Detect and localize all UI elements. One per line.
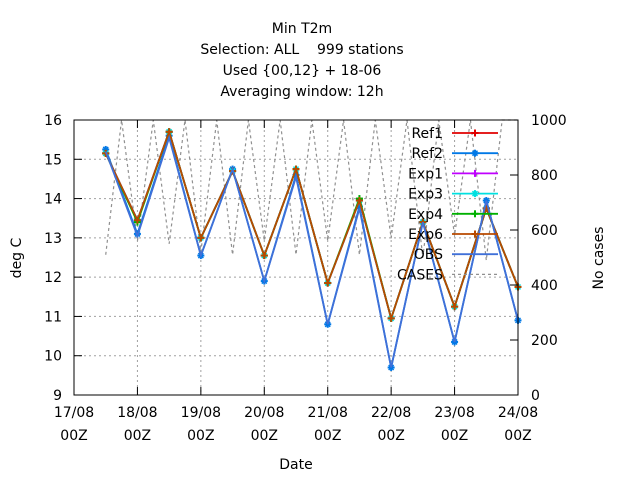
legend-label: CASES — [397, 267, 443, 283]
y-tick-label: 9 — [53, 388, 62, 404]
legend-marker — [471, 150, 479, 157]
x-tick-date-label: 18/08 — [117, 405, 157, 421]
y-tick-label: 16 — [44, 113, 62, 129]
y-tick-label: 14 — [44, 192, 62, 208]
y2-tick-labels: 0 200 400 600 800 1000 — [531, 113, 567, 404]
y-tick-label: 13 — [44, 231, 62, 247]
y2-tick-label: 400 — [531, 278, 558, 294]
legend: Ref1 Ref2 Exp1 Exp3 Exp4 Exp6 OBS CASES — [397, 126, 498, 283]
x-tick-hour-label: 00Z — [187, 428, 214, 444]
legend-label: Exp3 — [408, 187, 443, 203]
x-tick-date-label: 24/08 — [498, 405, 538, 421]
x-tick-date-label: 23/08 — [434, 405, 474, 421]
grid-lines — [74, 120, 518, 395]
y2-tick-label: 600 — [531, 223, 558, 239]
series-obs — [104, 134, 519, 368]
y-axis-label: deg C — [9, 237, 25, 278]
y-tick-label: 12 — [44, 270, 62, 286]
legend-label: Ref1 — [411, 126, 443, 142]
chart-title: Min T2m Selection: ALL 999 stations Used… — [200, 21, 403, 100]
plot-frame — [73, 119, 519, 396]
legend-marker — [471, 190, 479, 197]
x-tick-hour-label: 00Z — [314, 428, 341, 444]
legend-label: Ref2 — [411, 146, 443, 162]
x-tick-date-label: 22/08 — [371, 405, 411, 421]
y2-tick-label: 0 — [531, 388, 540, 404]
title-line-1: Min T2m — [272, 21, 332, 37]
x-tick-hour-label: 00Z — [504, 428, 531, 444]
series-obs-line — [104, 134, 519, 368]
y-tick-label: 10 — [44, 349, 62, 365]
x-tick-labels: 17/08 00Z 18/08 00Z 19/08 00Z 20/08 00Z 21/08 00Z… — [54, 405, 538, 444]
x-tick-date-label: 21/08 — [308, 405, 348, 421]
y-tick-labels: 9 10 11 12 13 14 15 16 — [44, 113, 62, 404]
title-line-2: Selection: ALL 999 stations — [200, 42, 403, 58]
legend-label: OBS — [414, 247, 443, 263]
x-axis-label: Date — [279, 457, 312, 473]
y2-tick-label: 1000 — [531, 113, 567, 129]
legend-label: Exp6 — [408, 227, 443, 243]
axis-ticks — [73, 119, 519, 396]
y2-axis-label: No cases — [591, 227, 607, 290]
x-tick-date-label: 20/08 — [244, 405, 284, 421]
title-line-4: Averaging window: 12h — [220, 84, 383, 100]
legend-label: Exp1 — [408, 166, 443, 182]
series-exp6 — [102, 128, 522, 322]
legend-label: Exp4 — [408, 207, 443, 223]
y-tick-label: 11 — [44, 309, 62, 325]
x-tick-hour-label: 00Z — [377, 428, 404, 444]
x-tick-hour-label: 00Z — [60, 428, 87, 444]
x-tick-date-label: 19/08 — [181, 405, 221, 421]
y2-tick-label: 800 — [531, 168, 558, 184]
series-layer — [102, 128, 522, 371]
x-tick-hour-label: 00Z — [251, 428, 278, 444]
y-tick-label: 15 — [44, 152, 62, 168]
x-tick-hour-label: 00Z — [441, 428, 468, 444]
x-tick-date-label: 17/08 — [54, 405, 94, 421]
series-exp6-line — [104, 128, 519, 322]
title-line-3: Used {00,12} + 18-06 — [223, 63, 382, 79]
x-tick-hour-label: 00Z — [124, 428, 151, 444]
y2-tick-label: 200 — [531, 333, 558, 349]
